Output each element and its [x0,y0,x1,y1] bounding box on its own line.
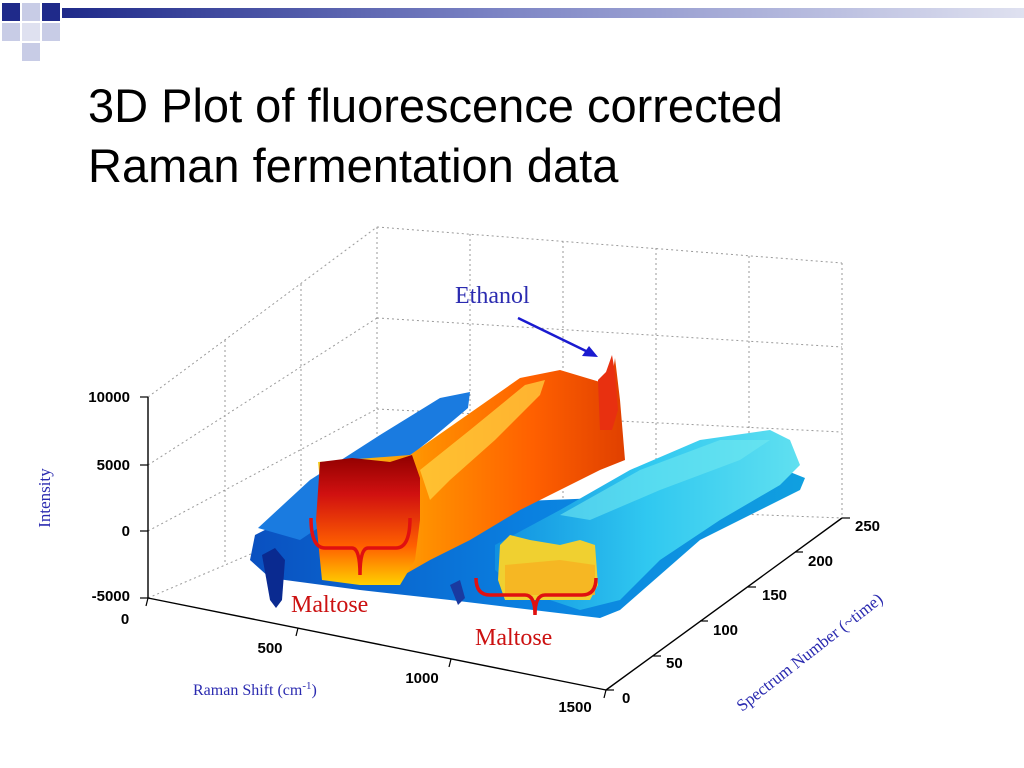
x-axis-label-end: ) [311,682,316,699]
annotation-ethanol-arrow [517,316,589,354]
corner-square-light-1 [22,3,40,21]
axes [147,397,843,691]
surface-dip-mid [450,580,465,605]
z-tick-label: 10000 [88,389,130,406]
surface-dip-left [262,548,285,608]
slide-title: 3D Plot of fluorescence corrected Raman … [88,76,988,196]
annotation-maltose-left: Maltose [291,517,412,618]
x-axis-label: Raman Shift (cm-1) [193,680,317,699]
surface [250,355,805,618]
brace-icon [474,577,598,616]
surface-plot: 10000 5000 0 -5000 0 500 1000 1500 0 50 … [35,226,887,716]
corner-square-light-4 [42,23,60,41]
y-axis-line [605,517,843,691]
y-tick-label: 200 [808,553,833,570]
annotation-maltose-left-label: Maltose [291,592,368,618]
corner-square-light-5 [22,43,40,61]
y-axis-label: Spectrum Number (~time) [733,589,887,715]
slide-title-line-2: Raman fermentation data [88,139,619,192]
x-tick-label: 1000 [405,670,438,687]
surface-maltose-red [316,455,420,585]
y-tick-label: 50 [666,655,683,672]
z-axis-label: Intensity [35,468,54,528]
y-tick-label: 0 [622,690,630,707]
annotation-maltose-right-label: Maltose [475,625,552,651]
brace-icon [309,517,412,576]
corner-square-navy-2 [42,3,60,21]
corner-square-light-3 [22,23,40,41]
x-tick-label: 1500 [558,699,591,716]
x-axis-label-base: Raman Shift (cm [193,682,303,699]
surface-band-sheen [420,380,545,500]
z-tick-label: 0 [122,523,130,540]
annotation-ethanol-label: Ethanol [455,283,530,309]
slide-title-line-1: 3D Plot of fluorescence corrected [88,79,783,132]
corner-square-light-2 [2,23,20,41]
surface-maltose-yellow-shade [505,560,595,595]
y-tick-label: 150 [762,587,787,604]
x-axis-line [147,597,607,691]
corner-square-navy-1 [2,3,20,21]
annotation-maltose-right: Maltose [474,577,598,651]
arrowhead-icon [582,346,598,357]
x-tick-label: 0 [121,611,129,628]
title-bar [62,8,1024,18]
y-tick-label: 100 [713,622,738,639]
surface-ridge-right-highlight [560,440,770,520]
x-axis-label-sup: -1 [302,680,311,692]
z-tick-label: 5000 [97,457,130,474]
tick-marks [140,396,850,699]
x-tick-label: 500 [257,640,282,657]
y-tick-label: 250 [855,518,880,535]
z-tick-label: -5000 [92,588,130,605]
surface-ethanol-spike [598,355,618,430]
annotation-ethanol: Ethanol [455,283,598,357]
